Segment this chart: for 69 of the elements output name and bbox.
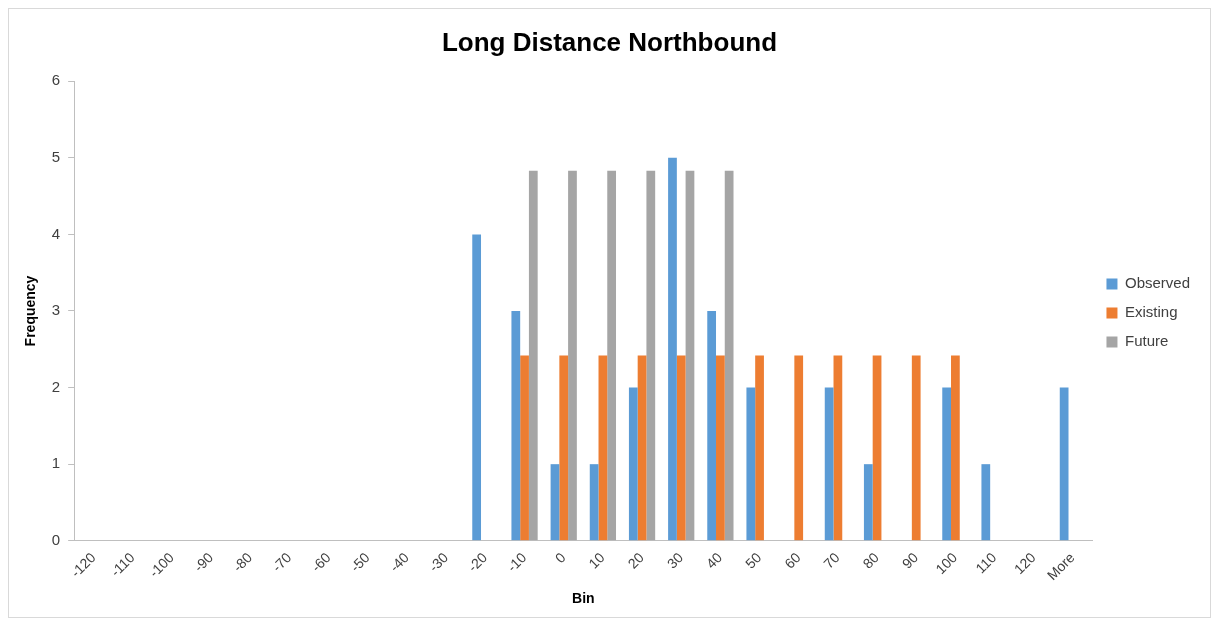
- bar: [676, 355, 686, 541]
- bar: [755, 355, 764, 541]
- bar: [646, 170, 656, 541]
- bar: [520, 355, 529, 541]
- x-tick-label: 100: [932, 549, 961, 578]
- y-tick-label: 5: [51, 147, 61, 165]
- bar: [528, 170, 538, 541]
- x-tick-label: 70: [820, 549, 843, 572]
- x-tick-label: -20: [464, 549, 491, 575]
- chart-title: Long Distance Northbound: [441, 26, 778, 57]
- x-tick-label: 0: [551, 549, 569, 567]
- bar: [942, 387, 952, 541]
- x-tick-label: 20: [624, 549, 648, 572]
- bar: [511, 310, 521, 541]
- x-tick-label: 80: [859, 549, 883, 572]
- x-tick-label: 40: [702, 549, 726, 572]
- x-tick-label: -60: [307, 549, 334, 575]
- bar: [568, 170, 577, 541]
- y-tick-label: 2: [51, 377, 61, 395]
- x-tick-label: -90: [190, 549, 217, 575]
- bar: [951, 355, 960, 541]
- x-tick-label: 110: [972, 549, 1000, 577]
- bar: [716, 355, 725, 541]
- bar: [628, 387, 638, 541]
- x-tick-label: -120: [67, 549, 99, 581]
- bar: [668, 157, 677, 541]
- bar: [550, 464, 560, 541]
- legend-label: Observed: [1124, 274, 1191, 292]
- bar: [685, 170, 695, 541]
- x-tick-label: 50: [742, 549, 765, 572]
- bar: [637, 355, 647, 541]
- x-tick-label: 60: [781, 549, 804, 572]
- bar: [981, 464, 991, 541]
- x-tick-label: -70: [268, 549, 295, 575]
- x-tick-label: -110: [107, 549, 138, 580]
- x-axis-title: Bin: [572, 590, 595, 607]
- bar: [598, 355, 608, 541]
- x-tick-label: 120: [1010, 549, 1039, 578]
- x-tick-label: -100: [145, 549, 178, 581]
- y-tick-label: 0: [51, 530, 61, 548]
- legend-label: Existing: [1124, 303, 1178, 321]
- y-axis-title: Frequency: [22, 275, 39, 347]
- bar: [911, 355, 921, 541]
- y-tick-label: 1: [51, 454, 61, 472]
- bar: [872, 355, 882, 541]
- bar: [824, 387, 834, 541]
- bar: [472, 234, 482, 541]
- x-tick-label: -50: [347, 549, 373, 575]
- x-tick-label: -10: [503, 549, 530, 575]
- x-tick-label: 30: [663, 549, 687, 572]
- bar: [794, 355, 804, 541]
- x-tick-label: -30: [425, 549, 452, 575]
- x-tick-label: -40: [386, 549, 413, 575]
- y-tick-label: 3: [51, 301, 61, 319]
- bar: [707, 310, 717, 541]
- bar: [607, 170, 617, 541]
- y-tick-label: 4: [51, 224, 61, 242]
- bar: [724, 170, 734, 541]
- y-tick-label: 6: [51, 71, 61, 89]
- bar: [589, 464, 599, 541]
- x-tick-label: 90: [898, 549, 922, 572]
- bar: [559, 355, 569, 541]
- bar: [1059, 387, 1069, 541]
- bar: [746, 387, 756, 541]
- bar: [833, 355, 843, 541]
- x-tick-label: -80: [229, 549, 256, 575]
- legend-label: Future: [1124, 332, 1169, 350]
- x-tick-label: 10: [585, 549, 608, 572]
- bar: [863, 464, 873, 541]
